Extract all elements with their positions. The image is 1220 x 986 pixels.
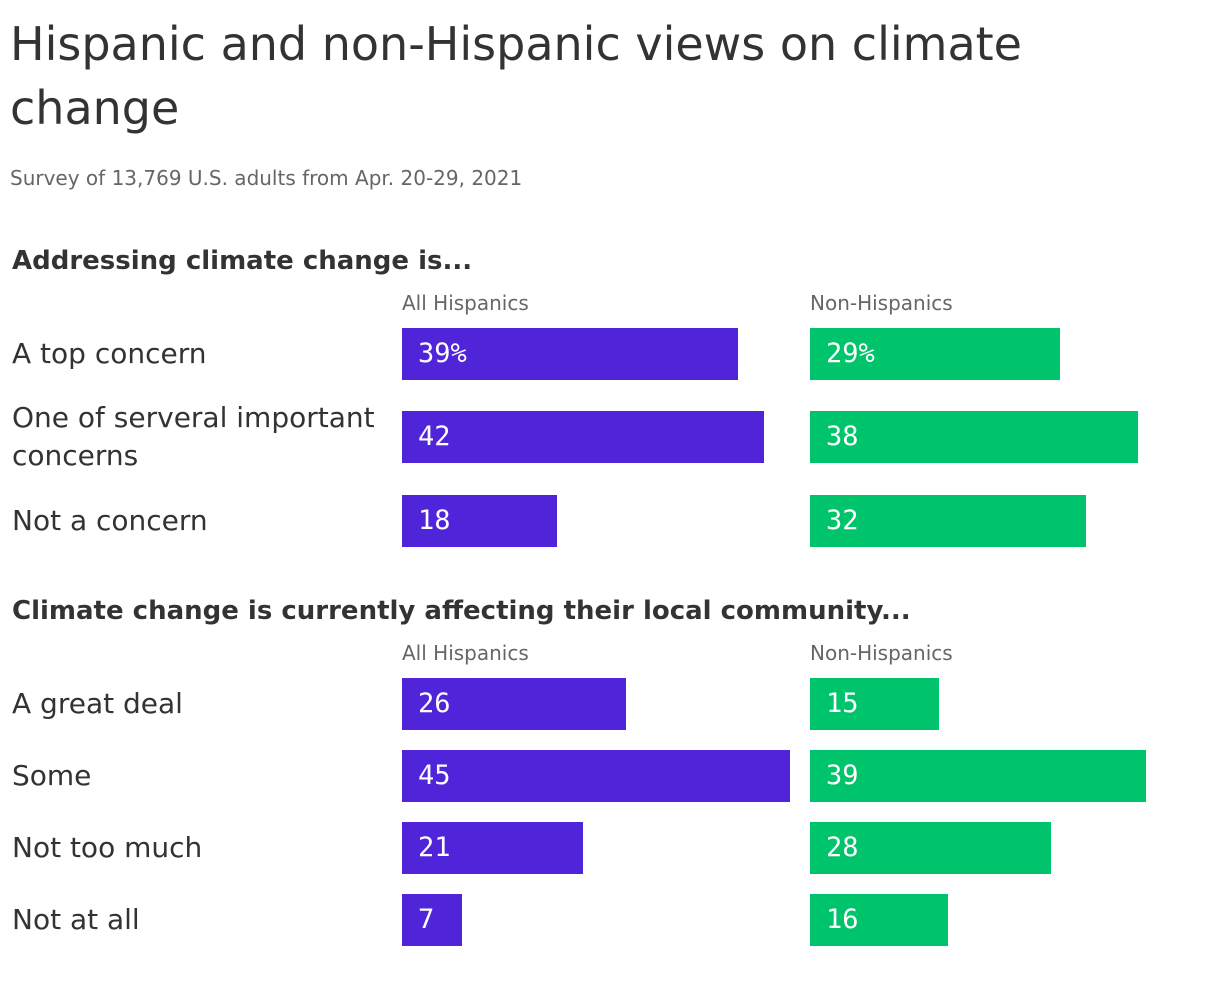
legend-label: Non-Hispanics [810,641,953,665]
bar [402,678,627,730]
chart-title: Hispanic and non-Hispanic views on clima… [10,17,1022,135]
bar [402,328,739,380]
value-label: 26 [418,688,451,719]
value-label: 42 [418,421,451,452]
bar [810,894,948,946]
legend-label: All Hispanics [402,291,529,315]
value-label: 32 [826,505,859,536]
value-label: 28 [826,832,859,863]
value-label: 7 [418,904,435,935]
category-label: Some [12,759,92,792]
bar [402,894,463,946]
legend-label: All Hispanics [402,641,529,665]
bar [402,495,558,547]
category-label: One of serveral important concerns [12,401,375,472]
bar [810,328,1060,380]
legend-label: Non-Hispanics [810,291,953,315]
bar [810,495,1086,547]
category-label: Not a concern [12,504,208,537]
value-label: 39 [826,760,859,791]
bar [402,750,790,802]
section-title: Climate change is currently affecting th… [12,596,911,626]
value-label: 45 [418,760,451,791]
bar [810,411,1138,463]
bar [810,750,1147,802]
value-label: 39% [418,338,467,369]
value-label: 18 [418,505,451,536]
category-label: Not at all [12,903,140,936]
chart-subtitle: Survey of 13,769 U.S. adults from Apr. 2… [10,166,523,190]
value-label: 29% [826,338,875,369]
bar [402,822,584,874]
value-label: 21 [418,832,451,863]
value-label: 15 [826,688,859,719]
bar [402,411,765,463]
category-label: A great deal [12,687,183,720]
value-label: 38 [826,421,859,452]
bar [810,678,940,730]
bar [810,822,1052,874]
category-label: A top concern [12,337,207,370]
category-label: Not too much [12,831,203,864]
value-label: 16 [826,904,859,935]
section-title: Addressing climate change is... [12,246,473,276]
